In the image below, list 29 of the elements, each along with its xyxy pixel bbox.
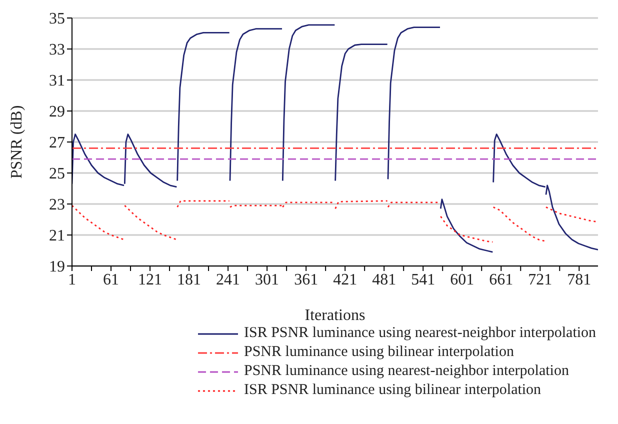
x-tick-label: 721	[528, 271, 552, 288]
legend-label: PSNR luminance using nearest-neighbor interpolation	[244, 363, 569, 380]
x-tick-label: 301	[255, 271, 280, 288]
y-tick-label: 35	[49, 10, 65, 28]
y-tick-label: 33	[49, 42, 65, 59]
y-tick-label: 27	[49, 134, 65, 152]
x-tick-label: 181	[177, 271, 202, 288]
x-axis-title: Iterations	[304, 307, 366, 324]
x-tick-label: 541	[411, 271, 436, 288]
y-tick-label: 21	[49, 228, 65, 245]
y-tick-label: 25	[49, 166, 65, 183]
x-tick-label: 661	[489, 271, 514, 288]
x-tick-label: 361	[294, 271, 318, 288]
y-tick-label: 29	[49, 104, 65, 121]
x-tick-label: 601	[450, 271, 474, 288]
y-tick-label: 19	[49, 258, 65, 276]
legend-label: PSNR luminance using bilinear interpolation	[244, 344, 514, 361]
x-tick-label: 241	[216, 271, 240, 288]
x-tick-label: 121	[138, 271, 162, 288]
x-tick-label: 781	[567, 271, 592, 288]
x-tick-label: 421	[333, 271, 358, 288]
x-tick-label: 1	[68, 271, 76, 288]
y-tick-label: 31	[49, 72, 65, 90]
x-tick-label: 61	[103, 271, 120, 288]
legend-label: ISR PSNR luminance using nearest-neighbor interpolation	[244, 325, 596, 342]
y-tick-label: 23	[49, 196, 65, 214]
x-tick-label: 481	[372, 271, 396, 288]
y-axis-title: PSNR (dB)	[8, 105, 26, 179]
legend-label: ISR PSNR luminance using bilinear interpolation	[244, 382, 542, 399]
